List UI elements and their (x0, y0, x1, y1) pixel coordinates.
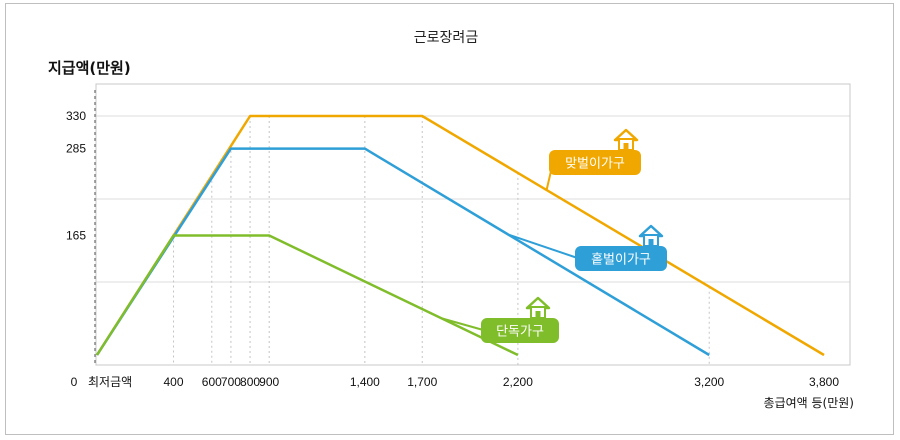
callout-box (481, 318, 559, 343)
x-tick-label: 2,200 (503, 375, 533, 389)
series-lines (95, 114, 825, 357)
series-callout: 맞벌이가구 (545, 128, 641, 191)
callout-pointer (441, 317, 486, 332)
x-axis-title: 총급여액 등(만원) (764, 396, 854, 410)
series-callout: 홑벌이가구 (508, 224, 667, 271)
origin-label: 0 (71, 375, 78, 389)
house-icon (613, 128, 639, 151)
series-name-label: 단독가구 (496, 325, 544, 340)
house-icon (638, 224, 664, 247)
x-tick-label: 3,800 (809, 375, 839, 389)
series-callout: 단독가구 (441, 296, 559, 343)
x-tick-label: 800 (240, 375, 260, 389)
series-line (95, 234, 519, 357)
callout-box (575, 246, 667, 271)
series-name-label: 홑벌이가구 (591, 253, 651, 268)
callout-box (549, 150, 641, 175)
series-name-label: 맞벌이가구 (565, 157, 625, 172)
y-tick-label: 285 (66, 142, 86, 156)
x-tick-label: 1,700 (407, 375, 437, 389)
house-icon (525, 296, 551, 319)
callout-pointer (508, 233, 580, 260)
x-tick-label: 400 (164, 375, 184, 389)
x-tick-label: 900 (259, 375, 279, 389)
plot-area-border (95, 83, 851, 366)
x-tick-label: 1,400 (350, 375, 380, 389)
min-amount-label: 최저금액 (88, 375, 132, 389)
chart-title: 근로장려금 (414, 30, 479, 46)
grid (96, 115, 850, 283)
y-tick-label: 330 (66, 109, 86, 123)
y-axis-title: 지급액(만원) (48, 59, 131, 77)
y-tick-labels: 165 285 330 (66, 109, 86, 243)
x-tick-label: 3,200 (694, 375, 724, 389)
x-tick-label: 700 (221, 375, 241, 389)
y-tick-label: 165 (66, 229, 86, 243)
x-tick-labels: 400 600 700 800 900 1,400 1,700 2,200 3,200 3,800 (164, 375, 840, 389)
x-tick-label: 600 (202, 375, 222, 389)
